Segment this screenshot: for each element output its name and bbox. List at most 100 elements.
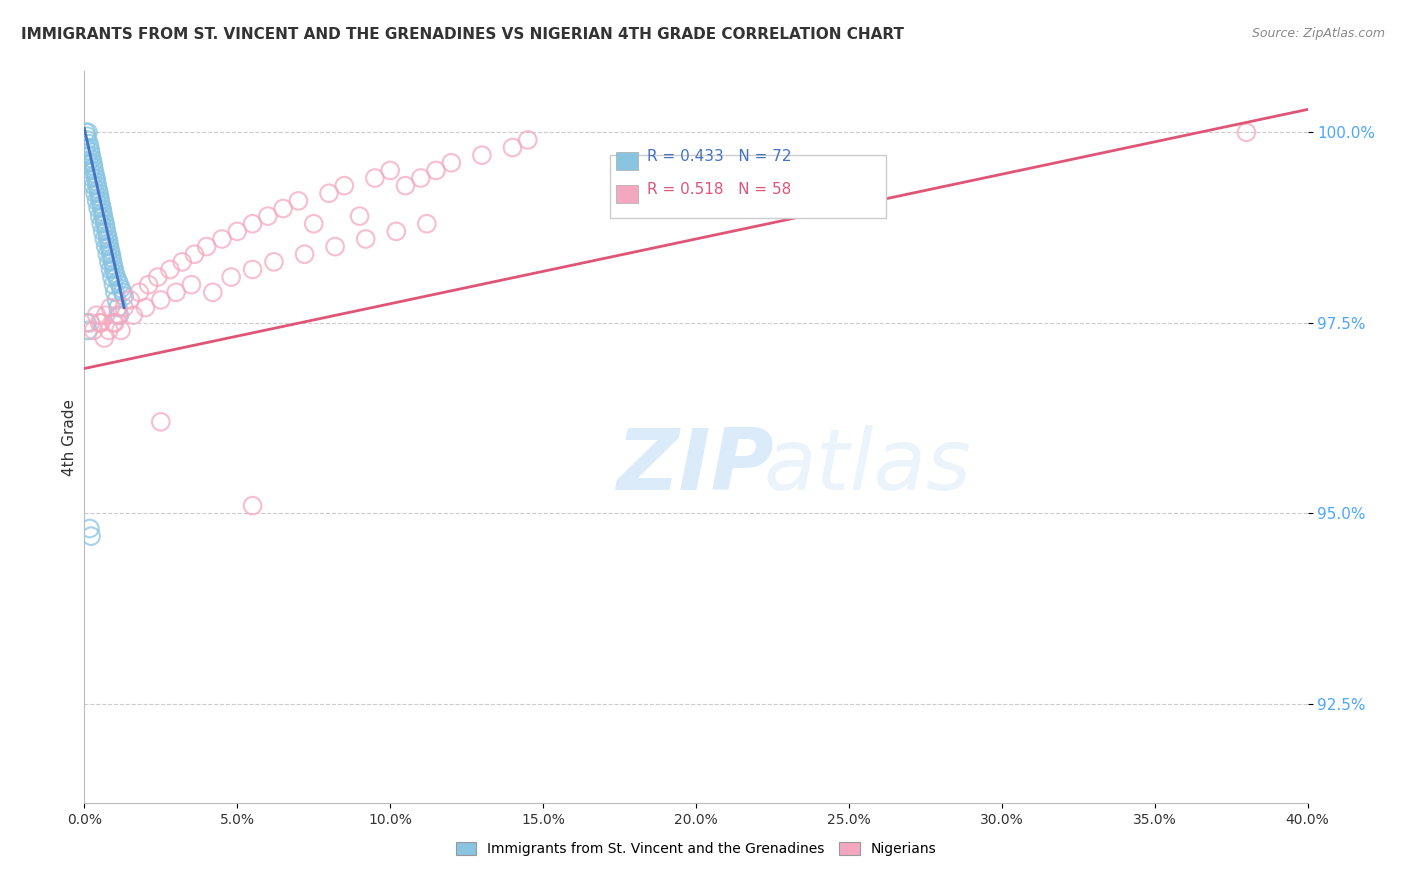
Point [108,308,131,322]
Point [110,281,132,295]
Point [86,178,108,193]
Point [93,213,115,227]
Point [76,316,98,330]
Point [103,259,125,273]
Point [94,220,117,235]
Point [146,270,169,285]
Point [380,163,402,178]
Bar [616,185,638,203]
Point [91,202,114,216]
Point [77,136,100,151]
Point [86,194,108,208]
Point [89,209,111,223]
Point [287,194,309,208]
Point [149,293,172,307]
Point [80,152,103,166]
Bar [616,152,638,170]
Point [91,224,114,238]
Point [84,186,107,201]
Point [112,301,135,315]
Point [90,316,112,330]
Point [87,186,110,201]
Point [76,148,98,162]
Point [104,266,127,280]
Point [425,163,447,178]
Point [416,217,439,231]
Point [242,262,264,277]
Point [90,217,112,231]
Point [98,301,121,315]
Point [87,202,110,216]
Point [83,163,105,178]
Point [318,186,340,201]
Point [96,224,118,238]
Point [219,270,242,285]
Point [77,125,100,139]
Point [104,316,127,330]
Point [79,522,101,536]
Point [94,217,117,231]
Point [107,308,129,322]
Point [96,228,118,243]
FancyBboxPatch shape [610,155,886,218]
Point [101,251,124,265]
Point [103,316,125,330]
Point [138,277,160,292]
Point [97,323,120,337]
Point [103,277,125,292]
Point [79,145,101,159]
Y-axis label: 4th Grade: 4th Grade [62,399,77,475]
Point [89,194,111,208]
Point [271,202,294,216]
Point [104,285,127,300]
Legend: Immigrants from St. Vincent and the Grenadines, Nigerians: Immigrants from St. Vincent and the Gren… [450,837,942,862]
Point [79,316,101,330]
Point [97,255,120,269]
Point [128,285,150,300]
Point [91,209,114,223]
Text: ZIP: ZIP [616,425,775,508]
Point [93,232,115,246]
Point [93,331,115,345]
Text: R = 0.518   N = 58: R = 0.518 N = 58 [647,182,792,197]
Point [79,163,101,178]
Point [75,140,97,154]
Point [165,285,187,300]
Point [98,244,121,258]
Point [98,262,121,277]
Point [135,301,157,315]
Point [159,262,181,277]
Point [80,148,103,162]
Text: R = 0.433   N = 72: R = 0.433 N = 72 [647,149,792,163]
Point [98,239,121,253]
Point [89,190,111,204]
Point [201,285,224,300]
Point [242,499,264,513]
Point [79,140,101,154]
Point [80,529,103,543]
Point [97,232,120,246]
Point [76,129,98,144]
Point [84,167,107,181]
Point [97,235,120,250]
Point [105,270,128,285]
Point [1236,125,1258,139]
Point [257,209,280,223]
Point [195,239,218,253]
Point [107,274,129,288]
Point [149,415,172,429]
Point [211,232,233,246]
Point [409,171,432,186]
Point [440,155,463,169]
Point [83,160,105,174]
Point [83,178,105,193]
Point [302,217,325,231]
Point [75,125,97,139]
Point [394,178,416,193]
Point [86,175,108,189]
Point [76,133,98,147]
Point [183,247,205,261]
Point [349,209,371,223]
Point [108,277,131,292]
Point [111,285,134,300]
